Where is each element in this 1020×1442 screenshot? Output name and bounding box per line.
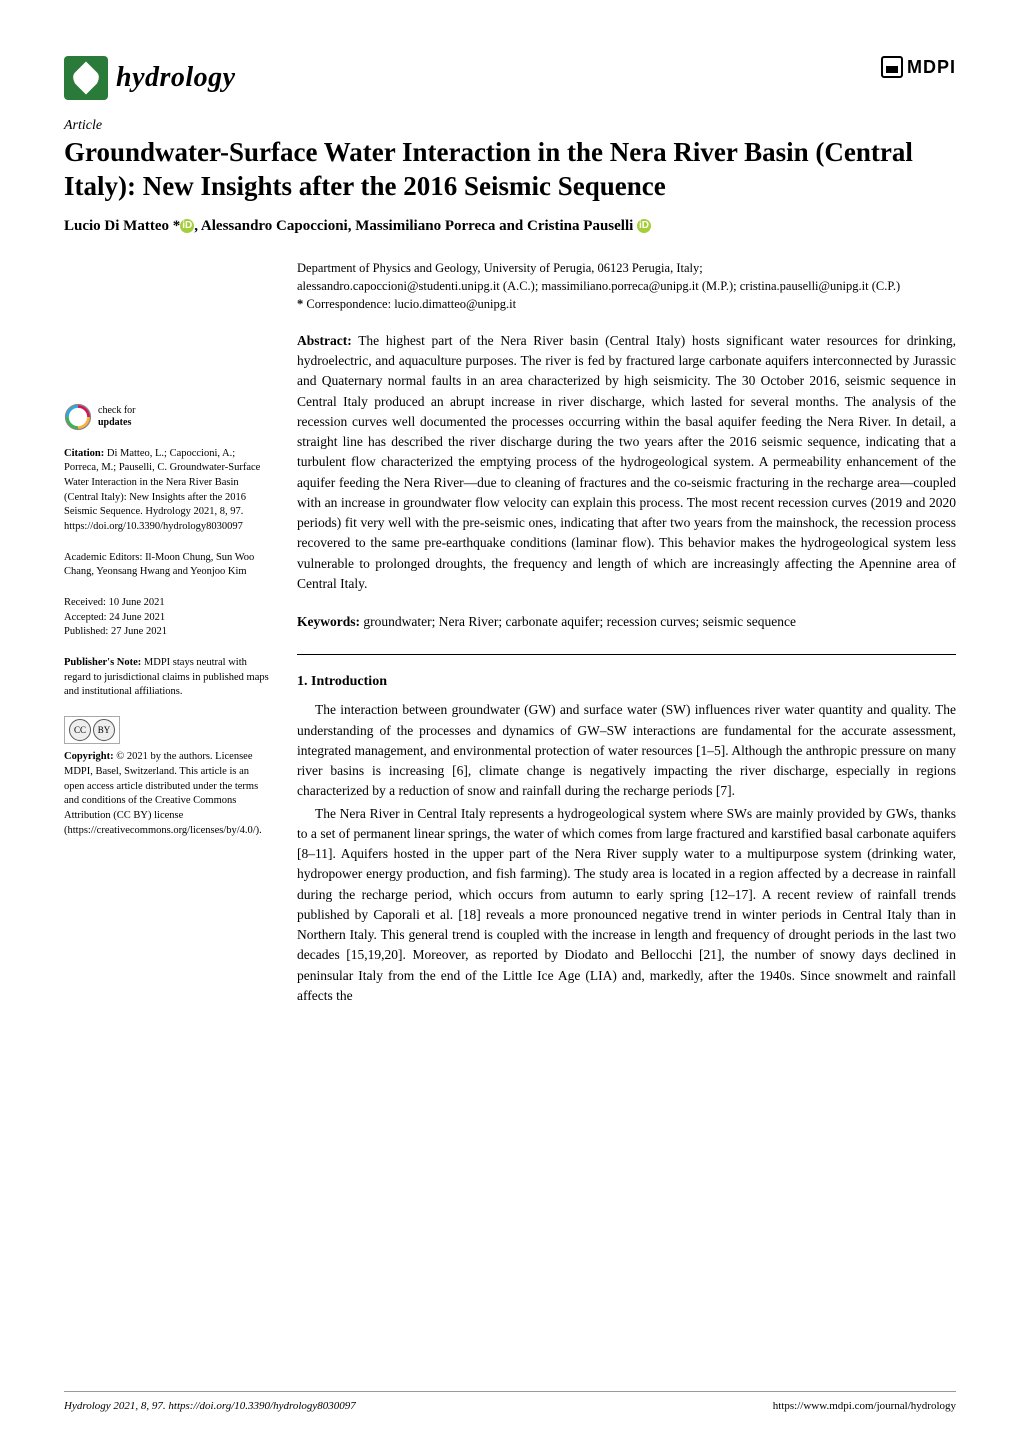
section-heading: 1. Introduction (297, 671, 956, 692)
copyright-text: © 2021 by the authors. Licensee MDPI, Ba… (64, 751, 262, 835)
footer-url: https://www.mdpi.com/journal/hydrology (773, 1400, 956, 1412)
keywords-label: Keywords: (297, 614, 360, 629)
affiliation-emails: alessandro.capoccioni@studenti.unipg.it … (297, 277, 956, 295)
body-column: Department of Physics and Geology, Unive… (297, 259, 956, 1009)
published-date: Published: 27 June 2021 (64, 625, 269, 640)
abstract-block: Abstract: The highest part of the Nera R… (297, 331, 956, 594)
citation-block: Citation: Di Matteo, L.; Capoccioni, A.;… (64, 447, 269, 535)
affiliation-block: Department of Physics and Geology, Unive… (297, 259, 956, 313)
check-line2: updates (98, 417, 131, 428)
cc-icon: CC (69, 719, 91, 741)
dates-block: Received: 10 June 2021 Accepted: 24 June… (64, 596, 269, 640)
abstract-label: Abstract: (297, 333, 352, 348)
sidebar: check for updates Citation: Di Matteo, L… (64, 259, 269, 1009)
author-list: Lucio Di Matteo *iD, Alessandro Capoccio… (64, 218, 651, 234)
section-divider (297, 654, 956, 655)
corr-marker: * (297, 297, 303, 311)
page-header: hydrology MDPI (64, 56, 956, 100)
copyright-label: Copyright: (64, 751, 114, 762)
corr-text: Correspondence: lucio.dimatteo@unipg.it (306, 297, 516, 311)
check-line1: check for (98, 405, 135, 416)
affiliation-dept: Department of Physics and Geology, Unive… (297, 259, 956, 277)
check-updates-icon (64, 403, 92, 431)
keywords-block: Keywords: groundwater; Nera River; carbo… (297, 612, 956, 632)
abstract-text: The highest part of the Nera River basin… (297, 333, 956, 591)
received-date: Received: 10 June 2021 (64, 596, 269, 611)
article-type: Article (64, 118, 956, 134)
page-footer: Hydrology 2021, 8, 97. https://doi.org/1… (64, 1391, 956, 1412)
check-updates-text: check for updates (98, 405, 135, 429)
orcid-icon: iD (180, 219, 194, 233)
publisher-logo: MDPI (881, 56, 956, 78)
authors-line: Lucio Di Matteo *iD, Alessandro Capoccio… (64, 218, 956, 235)
article-title: Groundwater-Surface Water Interaction in… (64, 136, 956, 204)
citation-text: Di Matteo, L.; Capoccioni, A.; Porreca, … (64, 448, 260, 532)
mdpi-icon (881, 56, 903, 78)
intro-paragraph-2: The Nera River in Central Italy represen… (297, 804, 956, 1007)
keywords-text: groundwater; Nera River; carbonate aquif… (363, 614, 796, 629)
publisher-name: MDPI (907, 57, 956, 78)
citation-label: Citation: (64, 448, 104, 459)
journal-logo-icon (64, 56, 108, 100)
orcid-icon: iD (637, 219, 651, 233)
accepted-date: Accepted: 24 June 2021 (64, 611, 269, 626)
journal-logo: hydrology (64, 56, 236, 100)
intro-paragraph-1: The interaction between groundwater (GW)… (297, 700, 956, 801)
footer-citation: Hydrology 2021, 8, 97. https://doi.org/1… (64, 1400, 356, 1412)
journal-name: hydrology (116, 62, 236, 94)
editors-block: Academic Editors: Il-Moon Chung, Sun Woo… (64, 551, 269, 580)
check-updates-badge[interactable]: check for updates (64, 403, 269, 431)
license-block: CC BY Copyright: © 2021 by the authors. … (64, 716, 269, 838)
editors-label: Academic Editors: (64, 552, 142, 563)
pubnote-label: Publisher's Note: (64, 657, 141, 668)
cc-badge: CC BY (64, 716, 120, 744)
by-icon: BY (93, 719, 115, 741)
publishers-note-block: Publisher's Note: MDPI stays neutral wit… (64, 656, 269, 700)
